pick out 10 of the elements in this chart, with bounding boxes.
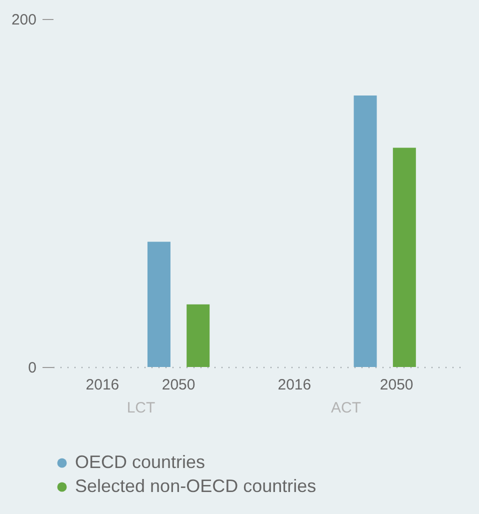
x-tick-label: 2050 [162, 376, 196, 394]
x-axis-title: LCT [126, 400, 156, 416]
y-tick-label: 0 [28, 360, 36, 376]
x-tick-label: 2016 [278, 376, 312, 394]
x-axis-title: ACT [331, 400, 361, 416]
x-tick-label: 2050 [380, 376, 414, 394]
x-tick-label: 2016 [86, 376, 120, 394]
legend-label: OECD countries [75, 452, 206, 472]
y-tick-label: 200 [11, 12, 36, 28]
legend-label: Selected non-OECD countries [75, 476, 316, 496]
